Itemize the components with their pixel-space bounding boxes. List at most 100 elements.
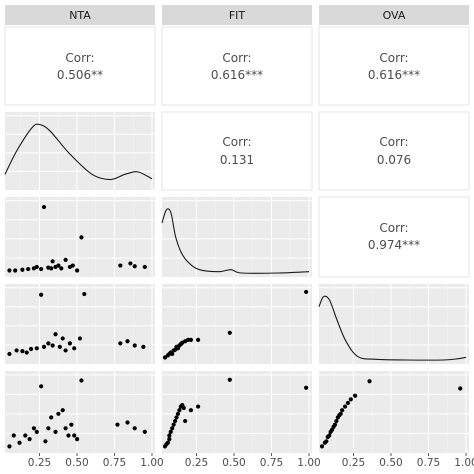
scatter-point [20,349,25,354]
scatter-point [185,337,191,342]
density-line [318,295,467,361]
scatter-point [72,346,77,351]
scatter-point [20,267,25,272]
scatter-point [56,411,61,416]
panel-background [162,284,312,364]
scatter-point [39,292,44,297]
scatter-point [63,426,68,431]
scatter-point [332,422,338,427]
corr-label: Corr: [222,51,251,65]
scatter-point [75,268,80,273]
x-tick-label: 0.50 [379,457,402,469]
scatter-point [56,263,61,268]
scatter-point [43,439,48,444]
strip-col-1: NTA [5,5,155,25]
scatter-point [28,346,34,352]
panel-background [319,284,469,364]
corr-value: 0.616*** [368,68,420,82]
scatter-point [167,433,172,438]
corr-label: Corr: [379,221,408,235]
scatter-point [72,433,77,438]
corr-label: Corr: [379,51,408,65]
scatter-point [142,264,147,270]
scatter-point [46,426,51,431]
scatter-point [458,386,463,391]
x-tick-label: 1.00 [140,457,163,469]
x-tick-label: 0.75 [103,457,126,469]
scatter-point [49,266,54,271]
scatter-point [170,351,175,357]
strip-label-ova: OVA [383,9,406,22]
x-tick-label: 1.00 [454,457,474,469]
x-axis-ticks: 0.25 0.50 0.75 1.00 0.25 0.50 0.75 1.00 0.25 0.50… [28,453,474,469]
scatter-point [34,346,39,351]
scatter-point [67,341,73,346]
scatter-point [118,263,123,268]
scatter-point [115,422,120,427]
scatter-point [14,348,19,353]
scatter-point [27,437,32,442]
scatter-point [168,429,173,434]
scatter-point [175,411,181,416]
density-line [161,208,310,274]
scatter-point [69,422,74,427]
scatter-panel [5,371,155,453]
scatter-point [367,379,372,384]
scatter-panel [5,197,155,277]
scatter-point [125,420,130,425]
panel-bg-rect [162,284,312,364]
scatter-point [196,337,201,342]
scatter-point [63,348,68,353]
scatter-point [59,266,64,271]
x-tick-label: 0.50 [65,457,88,469]
scatter-point [170,426,175,431]
scatter-point [162,355,168,360]
scatter-point [345,400,351,406]
scatter-point [75,437,80,442]
corr-value: 0.974*** [368,238,420,252]
scatter-point [31,426,37,431]
scatter-point [41,204,47,210]
x-tick-label: 0.75 [417,457,440,469]
strip-col-2: FIT [162,5,312,25]
panel-background [5,112,155,190]
corr-panel-r3c3: Corr: 0.974*** [318,196,470,278]
scatter-point [39,266,44,272]
corr-label: Corr: [222,135,251,149]
scatter-point [70,263,75,268]
panel-bg-rect [162,197,312,277]
corr-value: 0.131 [220,153,254,167]
scatter-point [46,341,51,346]
corr-panel-r2c2: Corr: 0.131 [161,111,313,191]
scatter-point [348,397,353,402]
scatter-point [167,437,172,442]
scatter-panel [162,371,312,453]
panel-bg-rect [319,284,469,364]
scatter-point [132,343,137,348]
scatter-point [7,268,12,273]
panel-bg-rect [5,112,155,190]
scatter-point [77,336,83,341]
scatter-point [304,385,309,390]
x-tick-label: 0.25 [28,457,51,469]
scatter-point [7,351,12,357]
strip-col-3: OVA [319,5,469,25]
scatter-point [342,404,348,409]
scatter-point [188,408,194,413]
corr-label: Corr: [379,135,408,149]
corr-value: 0.506** [57,68,103,82]
strip-label-nta: NTA [69,9,91,22]
scatter-point [177,408,182,413]
scatter-point [23,433,28,438]
panel-bg-rect [162,371,312,453]
scatter-point [49,415,54,420]
scatter-point [142,429,147,434]
density-panel [318,284,469,364]
corr-panel-r1c3: Corr: 0.616*** [318,26,470,106]
corr-value: 0.076 [377,153,411,167]
scatter-point [24,350,29,355]
panel-background [162,197,312,277]
scatter-point [172,418,178,424]
scatter-point [60,336,65,341]
